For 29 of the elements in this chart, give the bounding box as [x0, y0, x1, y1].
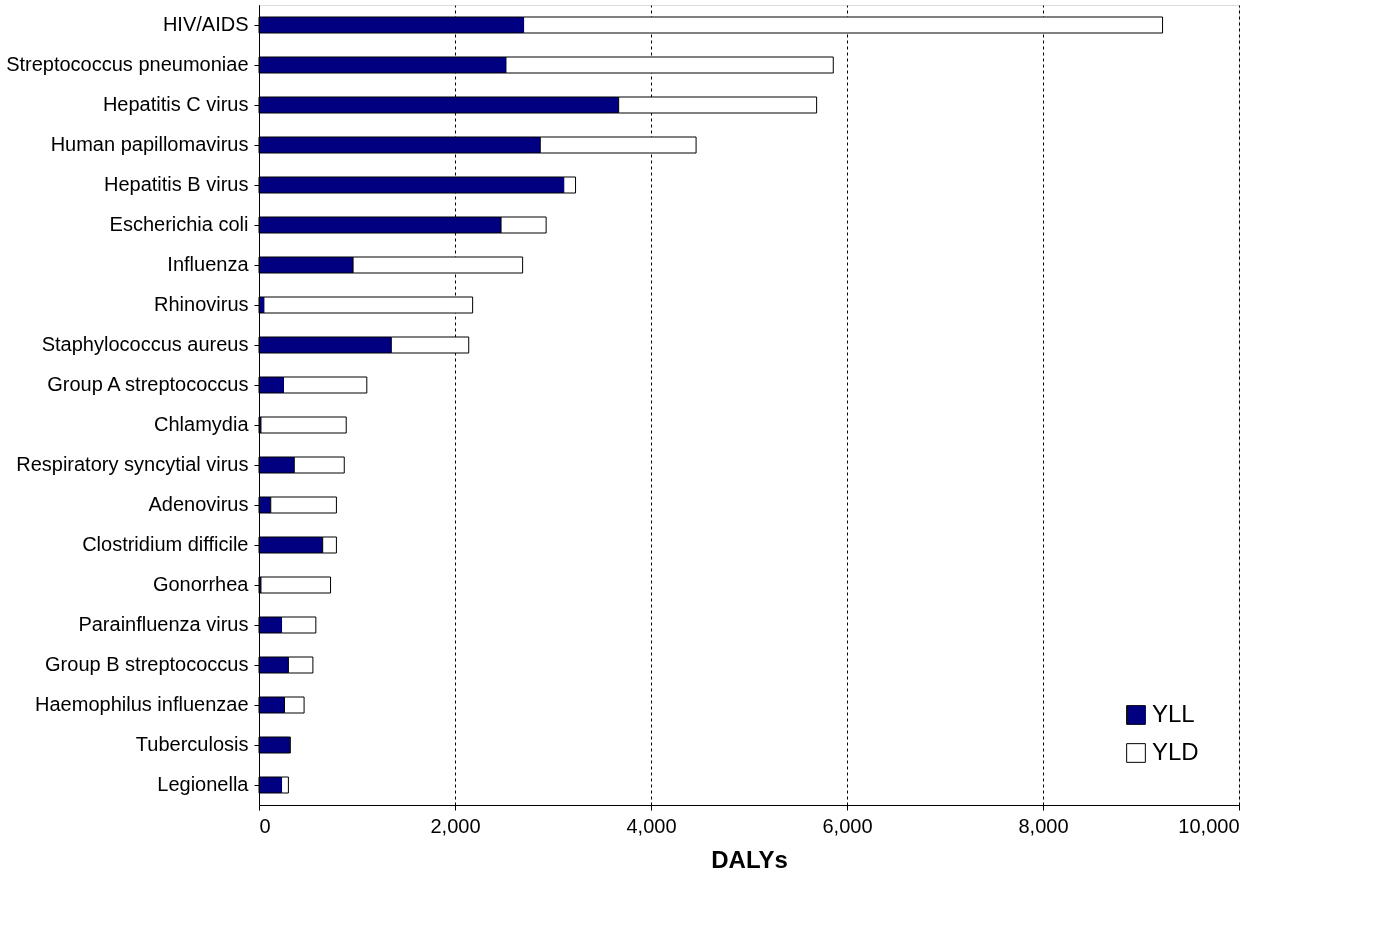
- y-tick-label: Streptococcus pneumoniae: [6, 53, 249, 75]
- x-tick-label: 10,000: [1178, 814, 1240, 837]
- y-tick-label: Group B streptococcus: [45, 653, 249, 675]
- y-tick-label: Staphylococcus aureus: [41, 333, 249, 355]
- x-tick-label: 0: [259, 814, 271, 837]
- y-tick-label: Chlamydia: [154, 413, 250, 435]
- x-axis-title: DALYs: [711, 845, 788, 873]
- y-tick-label: Clostridium difficile: [82, 533, 249, 555]
- y-tick-label: Respiratory syncytial virus: [16, 453, 249, 475]
- y-tick-label: Hepatitis C virus: [102, 93, 249, 115]
- x-tick-label: 6,000: [822, 814, 873, 837]
- legend-label: YLL: [1152, 700, 1195, 727]
- x-tick-label: 4,000: [626, 814, 677, 837]
- y-tick-label: Tuberculosis: [135, 733, 249, 755]
- x-tick-label: 2,000: [430, 814, 481, 837]
- y-tick-label: Adenovirus: [148, 493, 249, 515]
- y-tick-label: Rhinovirus: [154, 293, 249, 315]
- y-tick-label: Gonorrhea: [152, 573, 250, 595]
- y-tick-label: Hepatitis B virus: [104, 173, 249, 195]
- y-tick-label: Group A streptococcus: [47, 373, 249, 395]
- y-tick-label: Haemophilus influenzae: [35, 693, 249, 715]
- y-tick-label: Escherichia coli: [109, 213, 249, 235]
- y-tick-label: Influenza: [167, 253, 250, 275]
- x-tick-label: 8,000: [1018, 814, 1069, 837]
- y-tick-label: HIV/AIDS: [162, 13, 249, 35]
- y-tick-label: Parainfluenza virus: [78, 613, 249, 635]
- legend-label: YLD: [1152, 738, 1199, 765]
- y-tick-label: Human papillomavirus: [50, 133, 249, 155]
- y-tick-label: Legionella: [157, 773, 250, 795]
